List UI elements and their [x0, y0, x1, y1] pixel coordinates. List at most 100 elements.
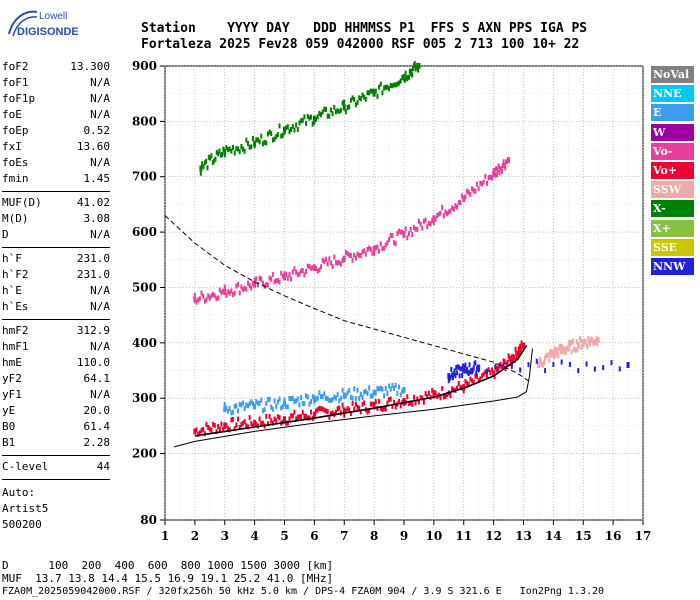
data-mark-vo- — [356, 404, 359, 410]
data-mark-e — [399, 392, 402, 398]
data-point-nnw — [447, 373, 451, 380]
data-mark-vo- — [519, 343, 522, 349]
data-mark-vo- — [233, 426, 236, 432]
data-mark-e — [246, 403, 249, 409]
data-point-vo- — [312, 411, 316, 418]
data-mark-x- — [215, 149, 218, 155]
x-tick-label: 4 — [250, 529, 258, 543]
data-mark-e — [361, 394, 364, 400]
data-mark-vo- — [331, 410, 334, 416]
data-mark-vo- — [379, 241, 382, 247]
data-mark-e — [230, 410, 233, 416]
param-label: foEs — [2, 156, 29, 169]
data-mark-vo- — [477, 378, 480, 384]
data-mark-vo- — [237, 281, 240, 287]
param-params_group2-2: D N/A — [2, 228, 110, 244]
data-mark-e — [291, 395, 294, 401]
data-mark-ssw — [575, 339, 578, 345]
data-mark-vo- — [373, 251, 376, 257]
param-label: foF1 — [2, 76, 29, 89]
data-mark-ssw — [594, 340, 597, 346]
data-mark-vo- — [508, 356, 511, 362]
data-mark-x- — [398, 80, 401, 86]
data-mark-vo- — [412, 394, 415, 400]
data-mark-vo- — [482, 371, 485, 377]
data-mark-x- — [266, 131, 269, 137]
data-mark-x- — [232, 145, 235, 151]
data-mark-vo- — [235, 283, 238, 289]
param-value: N/A — [90, 388, 110, 401]
data-mark-vo- — [489, 174, 492, 180]
data-mark-vo- — [456, 385, 459, 391]
data-mark-x- — [409, 71, 412, 77]
data-mark-x- — [310, 114, 313, 120]
data-mark-x- — [243, 148, 246, 154]
data-mark-vo- — [472, 187, 475, 193]
param-params_group3-0: h`F 231.0 — [2, 252, 110, 268]
data-mark-x- — [248, 144, 251, 150]
data-mark-vo- — [195, 299, 198, 305]
data-mark-vo- — [500, 168, 503, 174]
data-mark-e — [238, 401, 241, 407]
data-mark-vo- — [329, 260, 332, 266]
data-mark-vo- — [305, 413, 308, 419]
data-mark-e — [300, 395, 303, 401]
data-mark-vo- — [441, 385, 444, 391]
param-params_group1-4: foEp 0.52 — [2, 124, 110, 140]
data-mark-x- — [386, 84, 389, 90]
data-mark-nnw — [510, 363, 513, 369]
x-tick-label: 12 — [485, 529, 502, 543]
data-mark-vo- — [207, 293, 210, 299]
data-mark-x- — [202, 164, 205, 170]
data-mark-x- — [233, 150, 236, 156]
data-mark-ssw — [572, 338, 575, 344]
data-mark-e — [265, 400, 268, 406]
data-mark-vo- — [497, 163, 500, 169]
data-mark-vo- — [230, 417, 233, 423]
data-mark-vo- — [291, 413, 294, 419]
param-params_group1-2: foF1p N/A — [2, 92, 110, 108]
param-value: 61.4 — [83, 420, 111, 433]
data-mark-vo- — [507, 353, 510, 359]
data-mark-vo- — [363, 248, 366, 254]
data-mark-x- — [410, 68, 413, 74]
data-mark-e — [351, 395, 354, 401]
data-mark-vo- — [316, 268, 319, 274]
data-mark-nnw — [560, 359, 563, 365]
data-mark-x- — [201, 161, 204, 167]
data-mark-x- — [227, 147, 230, 153]
data-mark-vo- — [308, 415, 311, 421]
data-mark-vo- — [389, 396, 392, 402]
x-tick-label: 15 — [575, 529, 592, 543]
data-mark-vo- — [217, 295, 220, 301]
param-label: yE — [2, 404, 16, 417]
data-mark-e — [271, 406, 274, 412]
data-point-vo- — [253, 281, 257, 288]
data-mark-x- — [288, 129, 291, 135]
data-mark-vo- — [255, 276, 258, 282]
data-mark-vo- — [331, 263, 334, 269]
data-mark-x- — [396, 81, 399, 87]
data-mark-vo- — [248, 415, 251, 421]
data-mark-nnw — [451, 372, 454, 378]
data-mark-vo- — [222, 426, 225, 432]
data-mark-x- — [391, 83, 394, 89]
data-mark-x- — [298, 120, 301, 126]
param-value: N/A — [90, 228, 110, 241]
data-mark-vo- — [336, 260, 339, 266]
data-mark-vo- — [519, 347, 522, 353]
data-mark-ssw — [543, 359, 546, 365]
data-mark-vo- — [366, 246, 369, 252]
param-value: N/A — [90, 284, 110, 297]
data-point-vo- — [283, 416, 286, 423]
data-mark-e — [368, 385, 371, 391]
data-mark-e — [318, 390, 321, 396]
data-mark-vo- — [266, 421, 269, 427]
data-mark-vo- — [504, 165, 507, 171]
data-mark-vo- — [334, 260, 337, 266]
data-mark-e — [310, 399, 313, 405]
data-mark-x- — [203, 160, 206, 166]
data-mark-x- — [251, 136, 254, 142]
data-mark-vo- — [464, 194, 467, 200]
data-mark-vo- — [437, 211, 440, 217]
